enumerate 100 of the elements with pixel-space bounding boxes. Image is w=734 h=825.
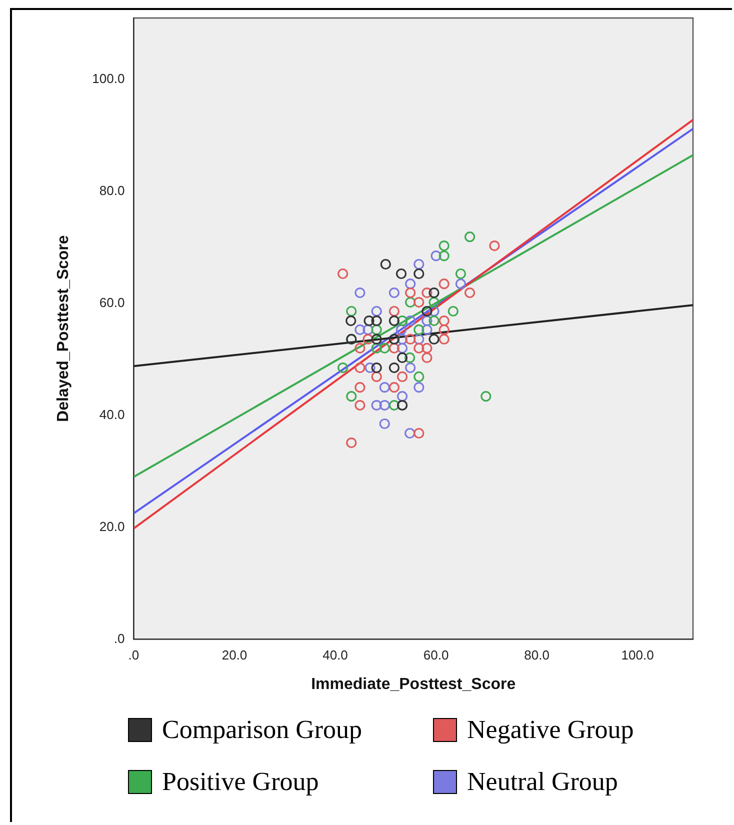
point bbox=[379, 342, 390, 354]
point bbox=[489, 240, 500, 252]
point bbox=[414, 342, 424, 354]
point bbox=[380, 258, 391, 270]
x-tick-label: 100.0 bbox=[621, 648, 654, 663]
point bbox=[414, 428, 424, 439]
x-tick-label: .0 bbox=[128, 648, 140, 663]
point bbox=[388, 287, 400, 298]
point bbox=[379, 382, 390, 393]
point bbox=[422, 352, 432, 363]
point bbox=[396, 352, 408, 363]
point bbox=[414, 371, 424, 382]
point bbox=[414, 258, 424, 270]
point bbox=[405, 362, 416, 374]
legend-label: Positive Group bbox=[162, 767, 319, 797]
point bbox=[422, 324, 432, 336]
point bbox=[414, 268, 424, 280]
point bbox=[354, 324, 366, 336]
point bbox=[438, 324, 450, 336]
point bbox=[396, 342, 408, 354]
legend-label: Negative Group bbox=[467, 715, 634, 745]
point bbox=[422, 306, 432, 317]
point bbox=[455, 268, 466, 280]
point bbox=[371, 315, 382, 326]
point bbox=[464, 232, 476, 242]
point bbox=[388, 400, 400, 411]
point bbox=[354, 382, 366, 393]
point bbox=[371, 306, 382, 317]
point bbox=[354, 287, 366, 298]
point bbox=[414, 382, 424, 393]
x-axis-title: Immediate_Posttest_Score bbox=[311, 676, 516, 693]
point bbox=[414, 296, 424, 308]
point bbox=[371, 400, 382, 411]
point bbox=[388, 315, 400, 326]
y-tick-label: .0 bbox=[114, 630, 125, 646]
point bbox=[404, 428, 416, 439]
point bbox=[362, 334, 374, 345]
point bbox=[396, 315, 408, 326]
point bbox=[405, 287, 416, 298]
point bbox=[422, 315, 432, 326]
point bbox=[422, 287, 432, 298]
point bbox=[362, 324, 374, 336]
point bbox=[405, 334, 416, 345]
point bbox=[430, 250, 442, 262]
y-axis-title: Delayed_Posttest_Score bbox=[55, 235, 72, 422]
y-tick-label: 100.0 bbox=[92, 71, 125, 86]
x-tick-label: 60.0 bbox=[423, 648, 449, 663]
point bbox=[354, 342, 366, 354]
point bbox=[354, 362, 366, 374]
point bbox=[428, 287, 440, 298]
point bbox=[396, 371, 408, 382]
point bbox=[371, 362, 382, 374]
point bbox=[414, 324, 424, 336]
point bbox=[438, 334, 450, 345]
point bbox=[464, 287, 476, 298]
point bbox=[388, 362, 400, 374]
point bbox=[346, 315, 356, 326]
point bbox=[438, 240, 450, 252]
y-tick-label: 40.0 bbox=[99, 406, 125, 422]
point bbox=[388, 306, 400, 317]
point bbox=[404, 352, 416, 363]
point bbox=[388, 342, 400, 354]
point bbox=[364, 315, 374, 326]
point bbox=[428, 306, 440, 317]
point bbox=[405, 296, 416, 308]
x-tick-label: 20.0 bbox=[222, 648, 248, 663]
point bbox=[379, 418, 390, 430]
point bbox=[371, 334, 382, 345]
point bbox=[354, 400, 366, 411]
legend-label: Comparison Group bbox=[162, 715, 362, 745]
point bbox=[455, 278, 466, 290]
point bbox=[338, 362, 348, 374]
x-tick-label: 40.0 bbox=[322, 648, 348, 663]
point bbox=[405, 315, 416, 326]
point bbox=[379, 400, 390, 411]
point bbox=[438, 250, 450, 262]
y-tick-label: 20.0 bbox=[99, 518, 125, 534]
point bbox=[422, 342, 432, 354]
point bbox=[405, 278, 416, 290]
point bbox=[428, 334, 440, 345]
point bbox=[396, 391, 408, 402]
point bbox=[364, 362, 376, 374]
point bbox=[438, 278, 450, 290]
point bbox=[346, 437, 357, 448]
x-tick-label: 80.0 bbox=[524, 648, 550, 663]
point bbox=[346, 306, 357, 317]
point bbox=[428, 315, 440, 326]
point bbox=[388, 382, 400, 393]
point bbox=[371, 324, 382, 336]
point bbox=[371, 342, 382, 354]
y-tick-label: 80.0 bbox=[99, 183, 125, 198]
point bbox=[414, 334, 424, 345]
point bbox=[396, 334, 408, 345]
point bbox=[396, 324, 407, 336]
y-tick-label: 60.0 bbox=[99, 294, 125, 310]
point bbox=[480, 391, 492, 402]
point bbox=[346, 391, 357, 402]
point bbox=[396, 268, 407, 280]
point bbox=[438, 315, 450, 326]
point bbox=[448, 306, 458, 317]
